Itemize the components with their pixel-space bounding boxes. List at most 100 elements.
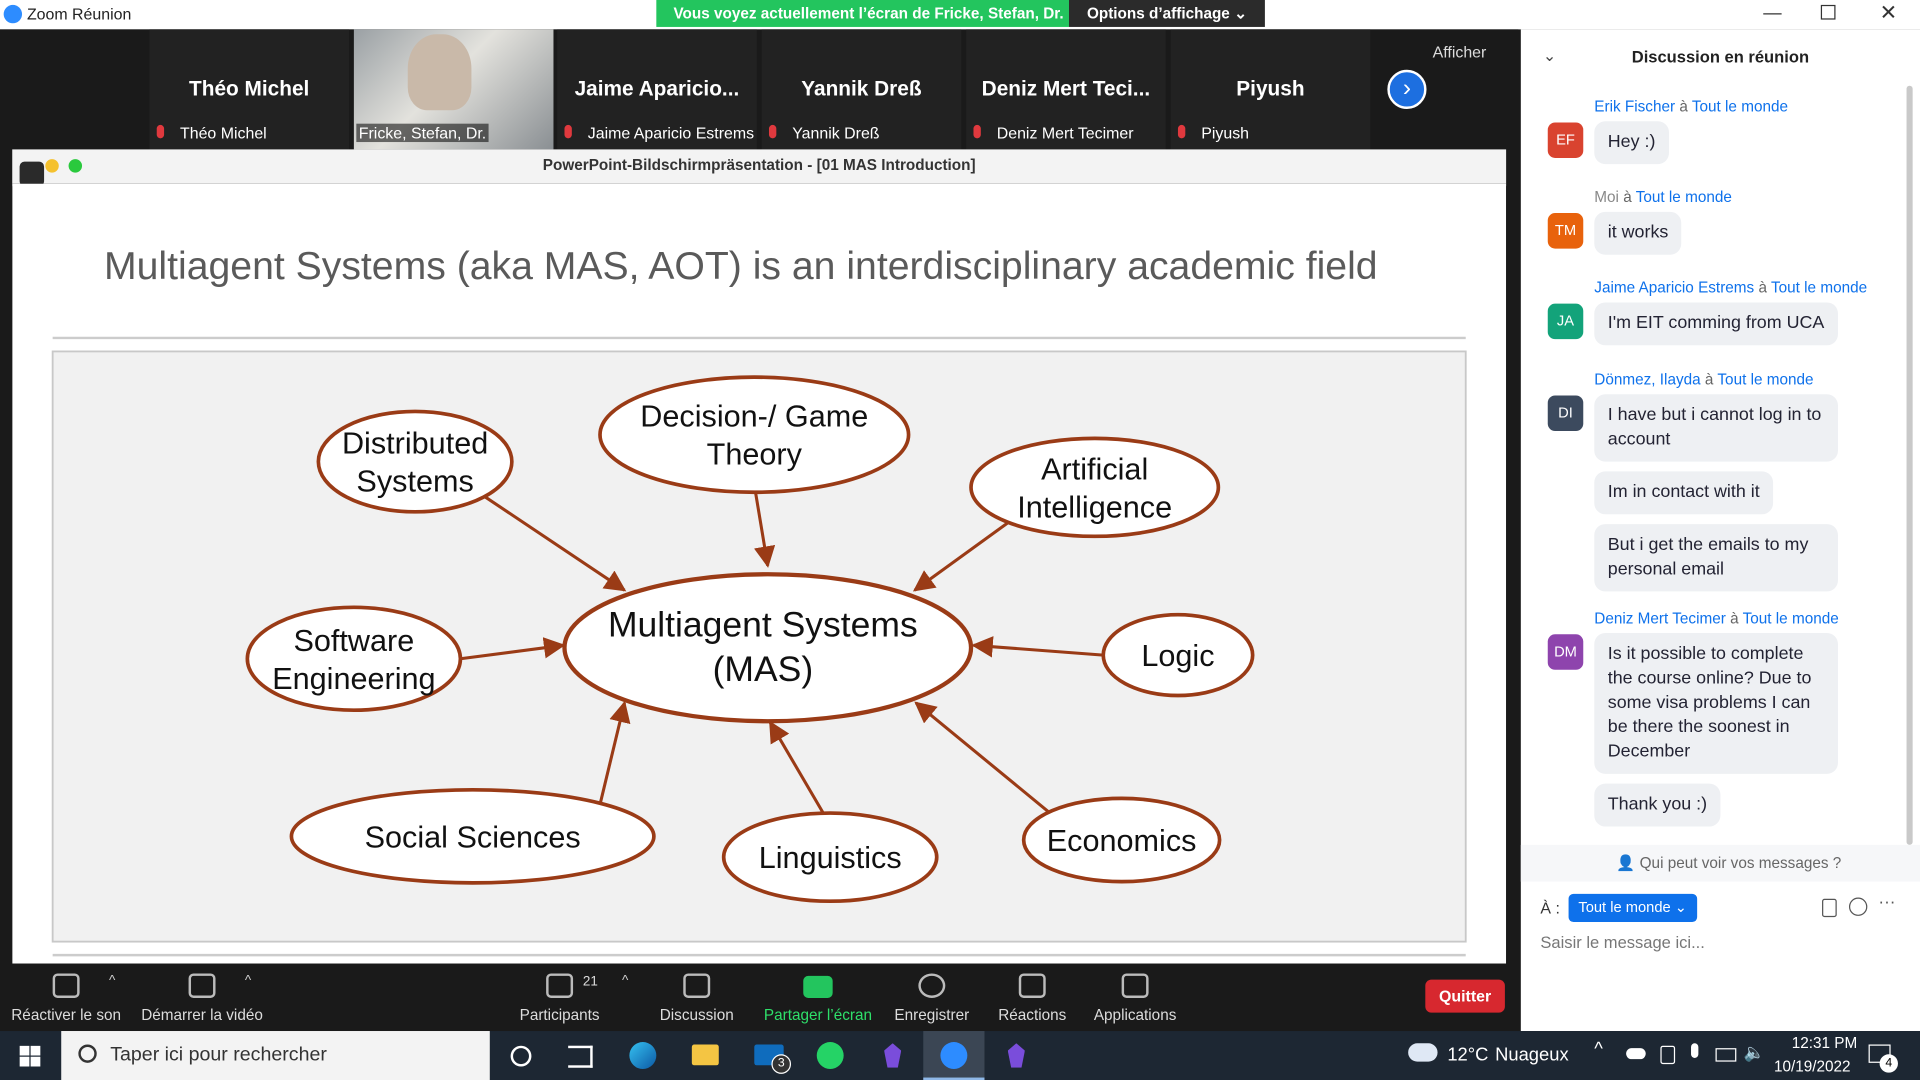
recipient[interactable]: Tout le monde — [1770, 279, 1868, 297]
recipient[interactable]: Tout le monde — [1635, 188, 1732, 206]
toolbar-button[interactable]: Participants 21 ^ — [492, 964, 629, 1031]
file-button[interactable] — [1822, 898, 1837, 918]
sender[interactable]: Dönmez, Ilayda — [1594, 371, 1701, 389]
more-button[interactable]: ··· — [1878, 891, 1896, 912]
view-options[interactable]: Options d’affichage ⌄ — [1068, 0, 1265, 27]
zoom-logo — [3, 4, 23, 24]
explorer-app[interactable] — [691, 1044, 719, 1066]
toolbar-button[interactable]: Discussion — [629, 964, 764, 1031]
to-word: à — [1679, 97, 1688, 116]
sender[interactable]: Moi — [1594, 188, 1619, 206]
topic-label: Software — [293, 624, 414, 658]
to-word: à — [1730, 609, 1739, 627]
participant-tile[interactable]: Deniz Mert Teci... Deniz Mert Tecimer — [966, 29, 1166, 150]
sender[interactable]: Deniz Mert Tecimer — [1594, 609, 1726, 627]
toolbar-label: Participants — [519, 1006, 600, 1024]
toolbar-icon — [188, 973, 216, 998]
close[interactable]: ✕ — [1879, 1, 1898, 25]
recipient[interactable]: Tout le monde — [1717, 371, 1814, 389]
to-word: à — [1758, 279, 1767, 297]
arrow — [460, 637, 566, 661]
recipient-dropdown[interactable]: Tout le monde ⌄ — [1568, 893, 1697, 923]
chat-bubble: I have but i cannot log in to account — [1594, 394, 1838, 462]
collapse-chat[interactable]: ⌄ — [1542, 46, 1557, 65]
view-options-label: Options d’affichage — [1086, 4, 1230, 23]
toolbar-label: Enregistrer — [894, 1006, 970, 1024]
recipient[interactable]: Tout le monde — [1691, 97, 1789, 116]
sender[interactable]: Erik Fischer — [1594, 97, 1676, 116]
cortana[interactable] — [510, 1045, 532, 1067]
slide: Multiagent Systems (aka MAS, AOT) is an … — [12, 183, 1507, 964]
topic-label: Economics — [1047, 824, 1197, 858]
restore[interactable] — [1820, 4, 1836, 20]
avatar: JA — [1547, 303, 1584, 340]
toolbar-caret[interactable]: ^ — [622, 973, 629, 989]
edge-app[interactable] — [629, 1042, 657, 1069]
app-icon[interactable] — [884, 1043, 902, 1068]
toolbar-icon — [1121, 973, 1149, 998]
participant-name: Théo Michel — [189, 77, 310, 101]
zoom-app-active[interactable] — [923, 1031, 985, 1080]
weather-icon — [1408, 1043, 1438, 1062]
sender[interactable]: Jaime Aparicio Estrems — [1594, 279, 1755, 297]
message-input[interactable]: Saisir le message ici... — [1540, 933, 1705, 952]
tray-icon[interactable] — [1660, 1045, 1676, 1065]
meeting-toolbar: Quitter Réactiver le son ^ Démarrer la vid… — [0, 963, 1519, 1032]
minimize[interactable]: — — [1763, 2, 1782, 24]
participant-tile[interactable]: Yannik Dreß Yannik Dreß — [761, 29, 962, 150]
tray-mic[interactable] — [1691, 1043, 1699, 1058]
view-button[interactable]: Afficher — [1432, 42, 1487, 62]
tray-battery[interactable] — [1715, 1048, 1737, 1062]
search-box[interactable]: Taper ici pour rechercher — [61, 1031, 490, 1080]
toolbar-button[interactable]: Enregistrer — [864, 964, 999, 1031]
topic-label: Social Sciences — [365, 820, 581, 854]
recipient[interactable]: Tout le monde — [1742, 609, 1839, 627]
participant-tile[interactable]: Jaime Aparicio... Jaime Aparicio Estrems — [557, 29, 757, 150]
toolbar-caret[interactable]: ^ — [108, 973, 116, 989]
bubble-list: Hey :) — [1594, 121, 1851, 174]
topic-label: Engineering — [272, 662, 435, 696]
task-view[interactable] — [568, 1045, 593, 1068]
mail-badge: 3 — [771, 1054, 792, 1074]
banner-text: Vous voyez actuellement l’écran de Frick… — [673, 4, 1064, 23]
start-button[interactable] — [19, 1045, 41, 1067]
topic-label: Systems — [356, 465, 473, 499]
arrow — [912, 521, 1009, 592]
temperature[interactable]: 12°C — [1447, 1044, 1489, 1066]
toolbar-button[interactable]: Démarrer la vidéo ^ — [135, 964, 270, 1031]
topic-node — [1101, 612, 1255, 698]
app-icon[interactable] — [1007, 1043, 1025, 1068]
toolbar-button[interactable]: Réactiver le son ^ — [0, 964, 133, 1031]
topic-label: Linguistics — [759, 841, 902, 875]
toolbar-caret[interactable]: ^ — [244, 973, 252, 989]
toolbar-button[interactable]: Partager l’écran — [751, 964, 886, 1031]
toolbar-icon — [918, 973, 946, 998]
participant-tile[interactable]: Théo Michel Théo Michel — [149, 29, 349, 150]
muted-icon — [1177, 124, 1186, 139]
quit-button[interactable]: Quitter — [1425, 979, 1505, 1013]
scrollbar[interactable] — [1906, 85, 1913, 845]
chat-bubble: Im in contact with it — [1594, 471, 1774, 515]
toolbar-button[interactable]: Applications — [1068, 964, 1203, 1031]
whatsapp-app[interactable] — [816, 1042, 844, 1069]
clock-date[interactable]: 10/19/2022 — [1773, 1057, 1851, 1076]
participant-label: Yannik Dreß — [792, 123, 880, 143]
toolbar-button[interactable]: Réactions — [965, 964, 1100, 1031]
window-dot — [45, 159, 59, 173]
topic-node — [316, 409, 514, 514]
tray-expand[interactable]: ^ — [1594, 1038, 1603, 1060]
participant-tile[interactable]: Fricke, Stefan, Dr. — [353, 29, 554, 150]
clock-time[interactable]: 12:31 PM — [1791, 1034, 1858, 1052]
privacy-bar: 👤 Qui peut voir vos messages ? — [1520, 844, 1920, 882]
participant-tile[interactable]: Piyush Piyush — [1170, 29, 1371, 150]
topic-node — [969, 436, 1221, 539]
tray-onedrive[interactable] — [1626, 1048, 1646, 1060]
emoji-button[interactable] — [1848, 897, 1868, 916]
notification-count: 4 — [1879, 1054, 1898, 1073]
muted-icon — [973, 124, 981, 139]
privacy-note[interactable]: 👤 Qui peut voir vos messages ? — [1616, 854, 1842, 872]
tray-volume[interactable]: 🔈 — [1743, 1042, 1766, 1062]
shared-window-titlebar: PowerPoint-Bildschirmpräsentation - [01 … — [12, 149, 1507, 187]
next-page[interactable]: › — [1387, 69, 1427, 109]
weather[interactable]: Nuageux — [1495, 1044, 1569, 1066]
